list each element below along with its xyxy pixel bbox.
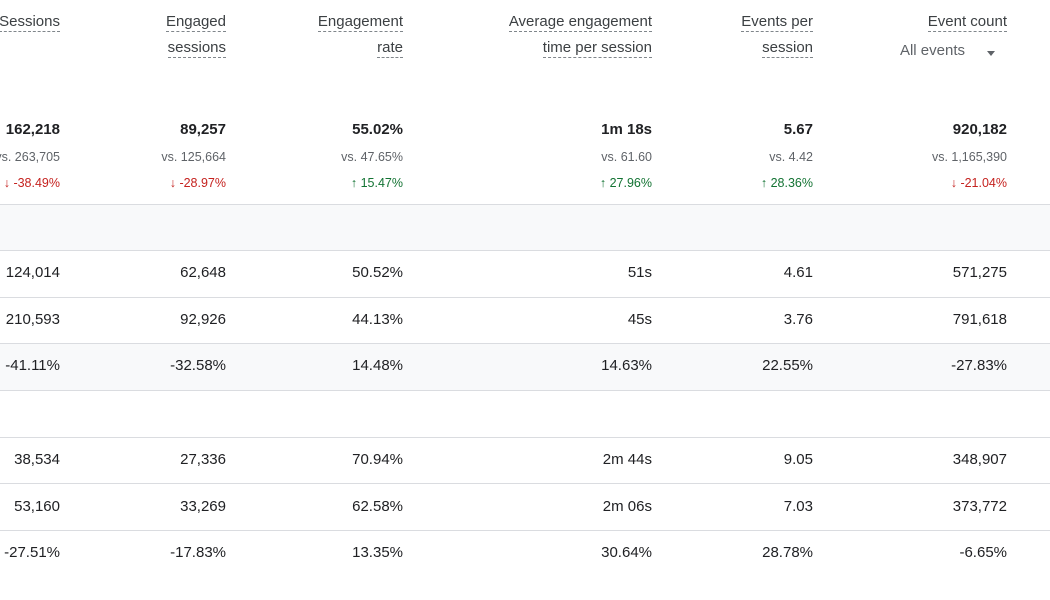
column-header[interactable]: Sessions	[0, 13, 60, 32]
divider	[0, 390, 1050, 391]
total-value: 55.02%	[352, 121, 403, 138]
row-value: 38,534	[14, 451, 60, 468]
row-value: 4.61	[783, 264, 813, 281]
row-value: 3.76	[783, 310, 813, 328]
row-value: 7.03	[783, 497, 813, 515]
row-value: 2m 06s	[602, 497, 652, 515]
row-value: 51s	[627, 264, 652, 281]
comparison-value: vs. 263,705	[0, 150, 60, 164]
row-value: 62.58%	[352, 497, 403, 515]
row-value: 373,772	[952, 497, 1007, 515]
row-value: -17.83%	[170, 544, 226, 561]
row-value: 33,269	[180, 497, 226, 515]
comparison-value: vs. 125,664	[161, 150, 226, 164]
row-value: 92,926	[180, 310, 226, 328]
comparison-value: vs. 47.65%	[341, 150, 403, 164]
divider	[0, 204, 1050, 205]
change-value: -28.97%	[170, 176, 226, 190]
row-value: 70.94%	[352, 451, 403, 468]
total-value: 162,218	[5, 121, 60, 138]
divider	[0, 530, 1050, 531]
row-value: 53,160	[14, 497, 60, 515]
column-header[interactable]: Average engagement	[508, 13, 652, 32]
column-header[interactable]: sessions	[167, 39, 226, 58]
row-value: 2m 44s	[602, 451, 652, 468]
row-value: 22.55%	[762, 357, 813, 374]
row-value: -41.11%	[5, 357, 60, 374]
change-value: -38.49%	[4, 176, 60, 190]
total-value: 89,257	[180, 121, 226, 138]
row-value: 44.13%	[352, 310, 403, 328]
row-value: 30.64%	[601, 544, 652, 561]
row-value: 9.05	[783, 451, 813, 468]
column-header[interactable]: Engaged	[165, 13, 226, 32]
column-header[interactable]: time per session	[542, 39, 652, 58]
change-value: 27.96%	[600, 176, 652, 190]
total-value: 920,182	[952, 121, 1007, 138]
column-header[interactable]: rate	[377, 39, 403, 58]
divider	[0, 343, 1050, 344]
row-value: 62,648	[180, 264, 226, 281]
row-value: 210,593	[5, 310, 60, 328]
column-header[interactable]: Engagement	[317, 13, 403, 32]
change-value: 15.47%	[351, 176, 403, 190]
row-value: -27.83%	[951, 357, 1007, 374]
row-value: 791,618	[952, 310, 1007, 328]
divider	[0, 297, 1050, 298]
divider	[0, 483, 1050, 484]
comparison-value: vs. 4.42	[769, 150, 813, 164]
row-value: 28.78%	[762, 544, 813, 561]
row-value: 348,907	[952, 451, 1007, 468]
total-value: 1m 18s	[601, 121, 652, 138]
column-header[interactable]: Events per	[741, 13, 813, 32]
divider	[0, 250, 1050, 251]
row-value: 571,275	[952, 264, 1007, 281]
change-value: -21.04%	[951, 176, 1007, 190]
column-header[interactable]: session	[762, 39, 813, 58]
event-filter[interactable]: All events	[899, 42, 965, 59]
row-value: 14.48%	[352, 357, 403, 374]
row-value: -6.65%	[959, 544, 1007, 561]
row-value: -27.51%	[4, 544, 60, 561]
total-value: 5.67	[783, 121, 813, 138]
change-value: 28.36%	[761, 176, 813, 190]
section-band	[0, 205, 1050, 250]
row-value: 50.52%	[352, 264, 403, 281]
row-value: 27,336	[180, 451, 226, 468]
row-value: 13.35%	[352, 544, 403, 561]
column-header[interactable]: Event count	[927, 13, 1007, 32]
comparison-value: vs. 61.60	[601, 150, 652, 164]
row-value: 124,014	[5, 264, 60, 281]
divider	[0, 437, 1050, 438]
dropdown-caret[interactable]	[987, 51, 995, 56]
comparison-value: vs. 1,165,390	[931, 150, 1007, 164]
row-band	[0, 343, 1050, 390]
row-value: -32.58%	[170, 357, 226, 374]
row-value: 14.63%	[601, 357, 652, 374]
row-value: 45s	[627, 310, 652, 328]
